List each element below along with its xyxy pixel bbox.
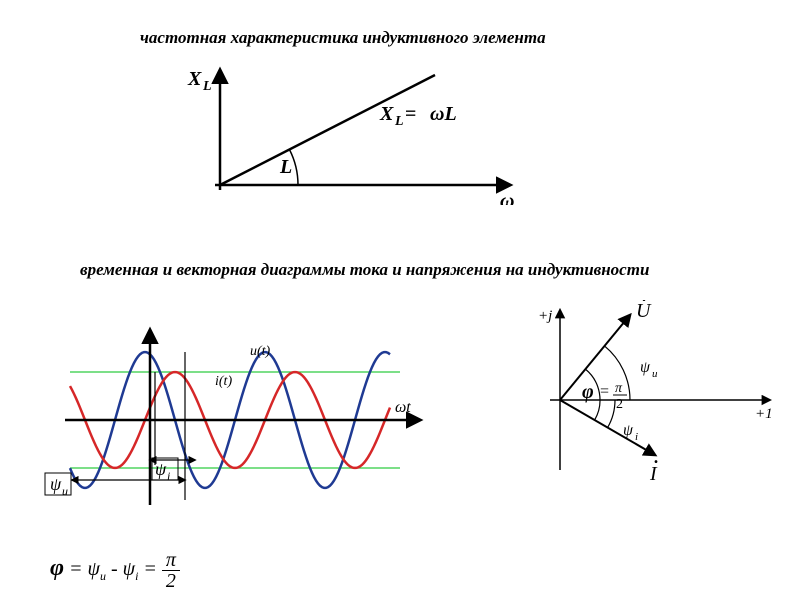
svg-text:=: = — [600, 383, 609, 400]
svg-text:u(t): u(t) — [250, 344, 271, 359]
svg-text:L: L — [394, 114, 404, 129]
time-chart-svg: u(t)i(t)ωtψuψi — [40, 300, 440, 550]
svg-text:ψ: ψ — [50, 474, 62, 494]
vector-chart-area: +j+1U.I.ψuψiφ=π2 — [470, 300, 780, 500]
phase-formula: φ = ψu - ψi = π2 — [50, 550, 180, 591]
svg-text:L: L — [202, 79, 212, 94]
title-freq: частотная характеристика индуктивного эл… — [140, 28, 546, 48]
svg-text:ωL: ωL — [430, 103, 457, 125]
svg-text:u: u — [62, 484, 68, 498]
svg-text:=: = — [405, 103, 416, 125]
svg-text:ψ: ψ — [155, 459, 167, 479]
freq-chart-svg: XLωLXL = ωL — [180, 65, 520, 205]
time-chart-area: u(t)i(t)ωtψuψi — [40, 300, 440, 550]
vector-chart-svg: +j+1U.I.ψuψiφ=π2 — [470, 300, 780, 500]
svg-text:u: u — [652, 368, 658, 380]
svg-text:i: i — [635, 431, 638, 443]
svg-text:+j: +j — [538, 308, 552, 324]
svg-text:π: π — [615, 381, 623, 396]
svg-text:X: X — [379, 103, 394, 125]
svg-text:ωt: ωt — [395, 399, 411, 416]
svg-text:i: i — [167, 469, 170, 483]
freq-chart-area: XLωLXL = ωL — [180, 65, 520, 205]
svg-text:+1: +1 — [755, 406, 773, 422]
svg-text:ψ: ψ — [640, 359, 651, 376]
title-time: временная и векторная диаграммы тока и н… — [80, 260, 649, 280]
svg-text:2: 2 — [616, 397, 623, 412]
svg-text:ω: ω — [500, 190, 514, 205]
svg-text:.: . — [653, 443, 659, 469]
svg-text:φ: φ — [582, 381, 594, 403]
svg-text:.: . — [641, 300, 647, 307]
svg-text:ψ: ψ — [623, 422, 634, 439]
svg-text:L: L — [279, 156, 292, 178]
svg-text:X: X — [187, 68, 202, 90]
svg-text:i(t): i(t) — [215, 374, 232, 389]
